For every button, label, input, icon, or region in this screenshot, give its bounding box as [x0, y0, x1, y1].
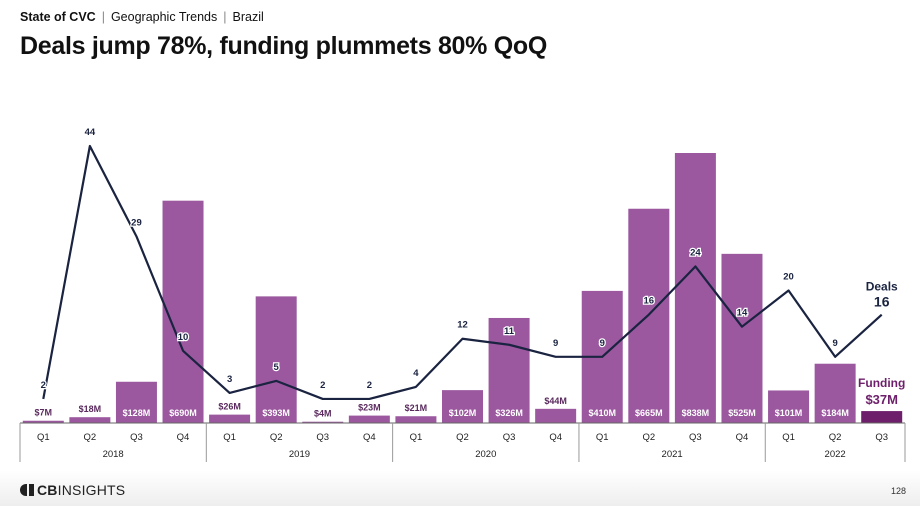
quarter-tick-label: Q1 [596, 432, 609, 443]
funding-bar [442, 390, 483, 423]
deals-value-label: 4 [413, 368, 419, 379]
funding-bar [302, 421, 344, 423]
funding-value-label: $101M [775, 408, 803, 418]
quarter-tick-label: Q4 [363, 432, 376, 443]
year-label: 2020 [475, 449, 496, 460]
deals-value-label: 9 [553, 338, 558, 349]
year-label: 2022 [825, 449, 846, 460]
breadcrumb-separator: | [101, 10, 105, 24]
quarter-tick-label: Q3 [689, 432, 702, 443]
quarter-tick-label: Q2 [642, 432, 655, 443]
quarter-tick-label: Q3 [130, 432, 143, 443]
quarter-tick-label: Q2 [829, 432, 842, 443]
quarter-tick-label: Q2 [84, 432, 97, 443]
funding-bar [22, 420, 64, 423]
deals-callout-label: Deals [866, 280, 898, 294]
funding-bar [69, 417, 111, 423]
breadcrumb: State of CVC | Geographic Trends | Brazil [20, 10, 264, 24]
quarter-tick-label: Q1 [37, 432, 50, 443]
funding-bar [861, 411, 903, 423]
quarter-tick-label: Q3 [503, 432, 516, 443]
funding-value-label: $838M [682, 408, 710, 418]
funding-bar [674, 153, 716, 423]
funding-bar [395, 416, 437, 423]
quarter-tick-label: Q3 [316, 432, 329, 443]
funding-value-label: $184M [821, 408, 849, 418]
year-label: 2021 [662, 449, 683, 460]
deals-value-label: 29 [131, 217, 142, 228]
deals-value-label: 3 [227, 374, 232, 385]
deals-value-label: 10 [178, 332, 189, 343]
funding-bar [209, 414, 251, 423]
cb-insights-logo-text: CBINSIGHTS [37, 482, 126, 498]
quarter-tick-label: Q2 [270, 432, 283, 443]
deals-value-label: 2 [367, 380, 372, 391]
funding-bar [488, 317, 530, 423]
funding-bar [255, 296, 297, 423]
page-title: Deals jump 78%, funding plummets 80% QoQ [20, 32, 547, 60]
funding-value-label: $26M [218, 402, 241, 412]
deals-callout-value: 16 [874, 294, 890, 310]
funding-bar [115, 381, 157, 423]
funding-value-label: $326M [495, 408, 523, 418]
year-label: 2018 [103, 449, 124, 460]
deals-value-label: 14 [737, 308, 748, 319]
deals-value-label: 9 [600, 338, 605, 349]
breadcrumb-separator: | [223, 10, 227, 24]
funding-value-label: $690M [169, 408, 197, 418]
funding-callout-label: Funding [858, 376, 905, 390]
quarter-tick-label: Q4 [736, 432, 749, 443]
funding-value-label: $102M [449, 408, 477, 418]
quarter-tick-label: Q4 [177, 432, 190, 443]
deals-value-label: 12 [457, 320, 468, 331]
breadcrumb-region: Brazil [232, 10, 264, 24]
funding-bar [535, 408, 577, 423]
quarter-tick-label: Q4 [549, 432, 562, 443]
deals-value-label: 2 [320, 380, 325, 391]
funding-value-label: $4M [314, 409, 332, 419]
deals-value-label: 9 [832, 338, 837, 349]
deals-value-label: 5 [274, 362, 280, 373]
funding-value-label: $21M [405, 403, 428, 413]
footer [0, 470, 920, 506]
breadcrumb-section: State of CVC [20, 10, 96, 24]
funding-value-label: $665M [635, 408, 663, 418]
funding-value-label: $44M [544, 396, 567, 406]
deals-value-label: 24 [690, 247, 701, 258]
funding-bar [348, 415, 390, 423]
funding-bar [162, 200, 204, 423]
funding-value-label: $410M [588, 408, 616, 418]
funding-value-label: $393M [262, 408, 290, 418]
funding-bar [721, 253, 763, 423]
quarter-tick-label: Q2 [456, 432, 469, 443]
quarter-tick-label: Q3 [875, 432, 888, 443]
funding-bar [768, 390, 810, 423]
cb-insights-logo: CBINSIGHTS [20, 482, 125, 498]
funding-value-label: $525M [728, 408, 756, 418]
deals-value-label: 20 [783, 272, 794, 283]
deals-line [42, 144, 883, 401]
funding-value-label: $7M [35, 408, 53, 418]
deals-funding-chart: $7M $18M $128M $690M $26M $393M $4M $23M $21M $10… [19, 126, 906, 462]
funding-value-label: $23M [358, 403, 381, 413]
funding-value-label: $18M [79, 404, 102, 414]
funding-callout-value: $37M [865, 392, 898, 407]
cb-insights-logo-icon [20, 484, 34, 496]
quarter-tick-label: Q1 [223, 432, 236, 443]
page-number: 128 [890, 486, 906, 496]
funding-bar [814, 363, 856, 423]
funding-value-label: $128M [123, 408, 151, 418]
deals-value-label: 11 [504, 326, 515, 337]
year-label: 2019 [289, 449, 310, 460]
deals-value-label: 16 [644, 296, 655, 307]
quarter-tick-label: Q1 [782, 432, 795, 443]
breadcrumb-topic: Geographic Trends [110, 10, 218, 24]
quarter-tick-label: Q1 [410, 432, 423, 443]
deals-value-label: 44 [85, 127, 96, 138]
deals-value-label: 2 [41, 380, 46, 391]
